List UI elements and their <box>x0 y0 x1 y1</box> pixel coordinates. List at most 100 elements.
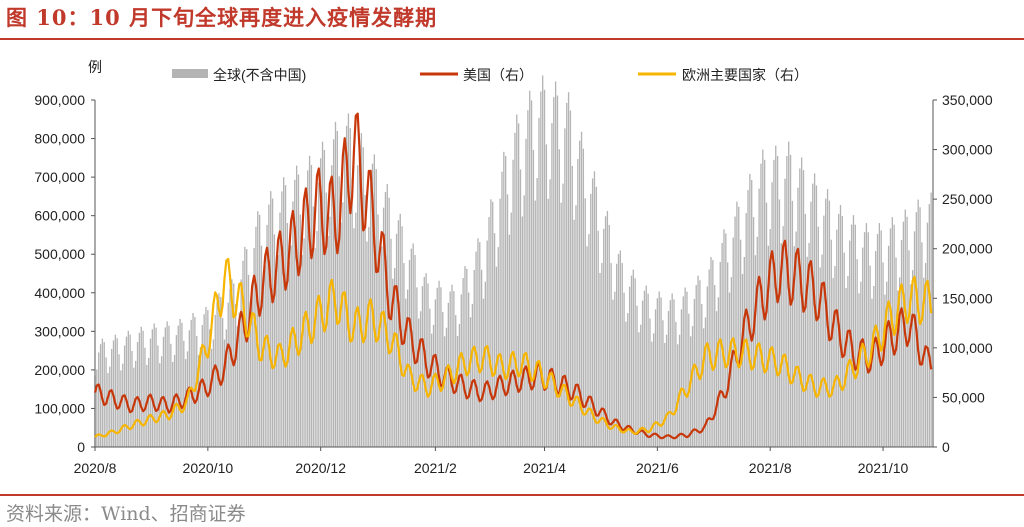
global-bar <box>760 163 762 447</box>
global-bar <box>157 345 159 447</box>
global-bar <box>310 165 313 447</box>
global-bar <box>795 231 797 447</box>
global-bar <box>686 291 688 447</box>
global-bar <box>231 279 233 447</box>
global-bar <box>122 363 124 447</box>
global-bar <box>682 296 684 447</box>
global-bar <box>110 349 113 447</box>
global-bar <box>841 215 844 447</box>
global-bar <box>662 320 664 447</box>
global-bar <box>290 245 292 447</box>
global-bar <box>512 159 514 447</box>
global-bar <box>847 275 849 447</box>
global-bar <box>196 335 198 447</box>
global-bar <box>207 310 209 447</box>
global-bar <box>295 165 298 448</box>
global-bar <box>390 238 392 447</box>
global-bar <box>536 178 538 448</box>
global-bar <box>336 130 338 447</box>
global-bar <box>493 233 496 447</box>
global-bar <box>475 251 477 447</box>
global-bar <box>508 234 511 447</box>
global-bar <box>651 341 653 447</box>
global-bar <box>466 268 468 447</box>
global-bar <box>210 348 213 447</box>
global-bar <box>699 280 701 447</box>
global-bar <box>900 240 903 447</box>
global-bar <box>392 278 394 447</box>
global-bar <box>527 110 529 448</box>
global-bar <box>260 245 263 447</box>
global-bar <box>863 232 866 447</box>
global-bar <box>286 223 289 447</box>
global-bar <box>358 144 361 447</box>
global-bar <box>162 336 165 447</box>
global-bar <box>164 327 166 447</box>
right-tick-label: 350,000 <box>942 92 993 108</box>
global-bar <box>151 329 154 447</box>
global-bar <box>606 210 609 447</box>
global-bar <box>147 357 150 447</box>
global-bar <box>616 263 618 447</box>
global-bar <box>588 234 590 447</box>
global-bar <box>906 216 908 447</box>
global-bar <box>160 356 163 447</box>
global-bar <box>294 179 296 447</box>
global-bar <box>516 114 518 447</box>
global-bar <box>479 242 481 447</box>
global-bar <box>547 198 549 447</box>
global-bar <box>144 347 146 447</box>
global-bar <box>638 332 640 447</box>
global-bar <box>673 299 675 447</box>
global-bar <box>438 280 440 447</box>
global-bar <box>836 229 838 447</box>
right-tick-label: 150,000 <box>942 290 993 306</box>
global-bar <box>852 215 855 447</box>
global-bar <box>247 274 250 447</box>
global-bar <box>828 200 831 447</box>
global-bar <box>301 254 303 447</box>
global-bar <box>351 178 353 447</box>
global-bar <box>107 373 109 447</box>
legend-swatch-global <box>172 69 208 78</box>
global-bar <box>786 156 788 447</box>
global-bar <box>593 171 596 447</box>
global-bar <box>129 334 131 447</box>
global-bar <box>423 276 425 447</box>
global-bar <box>197 355 200 447</box>
global-bar <box>125 336 128 447</box>
global-bar <box>573 219 575 447</box>
global-bar <box>756 236 758 447</box>
global-bar <box>101 338 104 447</box>
global-bar <box>911 270 914 447</box>
global-bar <box>610 263 612 447</box>
chart-canvas: 例 全球(不含中国) 美国（右） 欧洲主要国家（右） 0 100,000 200,0… <box>34 59 993 476</box>
global-bar <box>845 287 847 447</box>
global-bar <box>149 338 152 447</box>
global-bar <box>799 168 801 447</box>
global-bar <box>120 370 122 447</box>
global-bar <box>98 352 100 447</box>
global-bar <box>103 342 105 447</box>
global-bar <box>604 216 607 447</box>
global-bar <box>717 297 720 447</box>
global-bar <box>318 182 320 447</box>
global-bar <box>734 216 736 447</box>
global-bar <box>179 318 181 447</box>
global-bar <box>116 338 118 447</box>
global-bar <box>279 212 281 447</box>
global-bar <box>712 260 714 447</box>
global-bar <box>118 354 120 447</box>
global-bar <box>138 332 141 447</box>
global-bar <box>621 263 623 447</box>
global-bar <box>464 266 466 447</box>
global-bar <box>738 206 740 447</box>
global-bar <box>177 325 179 447</box>
global-bar <box>784 178 786 448</box>
global-bar <box>595 186 597 448</box>
global-bar <box>871 298 873 447</box>
global-bar <box>630 275 633 447</box>
global-bar <box>708 269 710 447</box>
global-bar <box>765 202 768 447</box>
global-bar <box>586 246 588 447</box>
